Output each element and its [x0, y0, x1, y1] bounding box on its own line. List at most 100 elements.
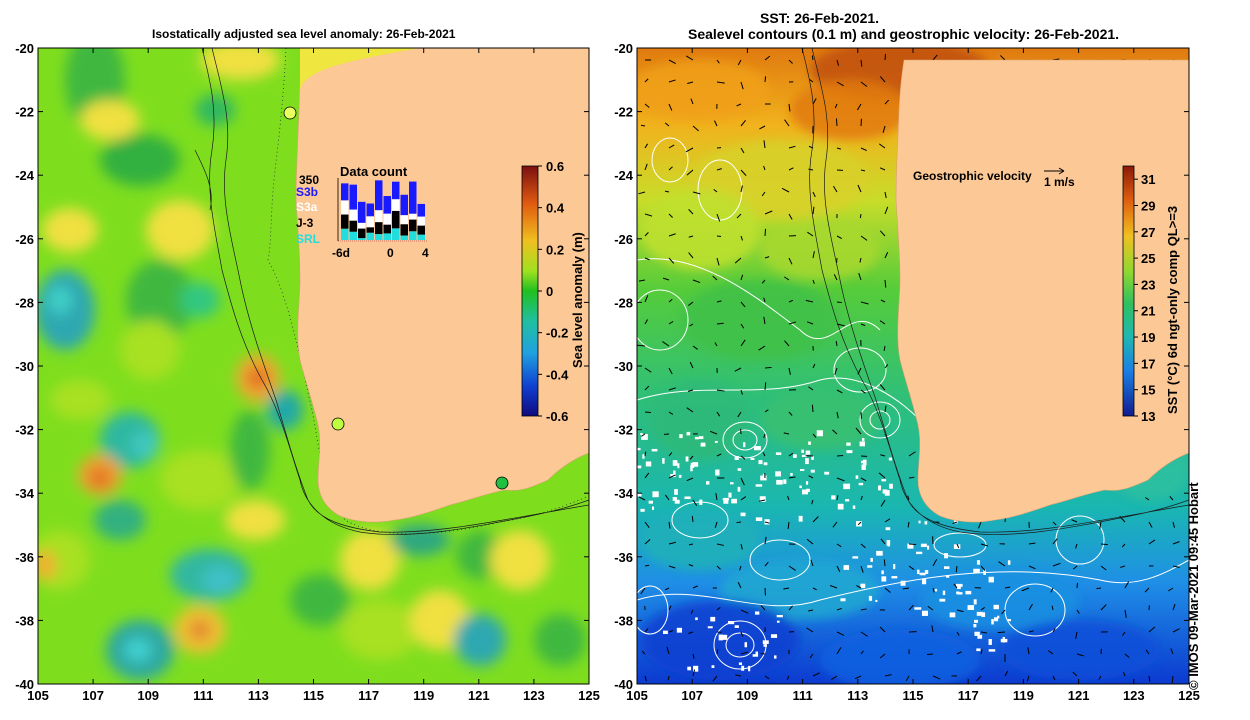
tide-gauge-marker[interactable]	[331, 417, 345, 431]
velocity-arrow	[716, 59, 720, 64]
sst-colorbar: 31 29 27 25 23 21 19 17 15 13 SST (°C) 6d ngt-onl…	[1122, 165, 1180, 424]
velocity-arrow	[714, 521, 718, 528]
sst-patch	[640, 510, 760, 570]
velocity-arrow	[668, 79, 676, 83]
velocity-arrow	[668, 166, 673, 171]
cloud-pixel	[645, 461, 652, 467]
velocity-arrow	[668, 233, 676, 237]
velocity-arrow	[1124, 581, 1130, 589]
sla-anomaly-patch	[202, 566, 238, 594]
cloud-pixel	[752, 654, 759, 657]
y-tick-label: -40	[614, 677, 633, 692]
y-tick-label: -32	[614, 423, 633, 438]
sla-colorbar-ticks: 0.6 0.4 0.2 0 -0.2 -0.4 -0.6	[538, 159, 569, 424]
x-tick-label: 113	[847, 688, 868, 703]
data-count-bar-segment	[349, 231, 357, 240]
cloud-pixel	[852, 505, 856, 509]
inset-xtick: 0	[387, 246, 394, 260]
velocity-arrow	[740, 147, 745, 154]
y-tick-label: -34	[15, 486, 35, 501]
cloud-pixel	[867, 565, 873, 568]
sla-anomaly-patch	[454, 614, 506, 666]
velocity-arrow	[812, 191, 816, 198]
velocity-arrow	[860, 235, 868, 241]
velocity-arrow	[859, 213, 862, 219]
y-tick-label: -26	[15, 232, 34, 247]
data-count-bar-segment	[400, 224, 408, 236]
velocity-arrow	[688, 252, 694, 259]
velocity-arrow	[884, 53, 887, 61]
velocity-arrow	[668, 213, 673, 218]
cloud-pixel	[943, 566, 950, 569]
velocity-arrow	[688, 209, 694, 215]
velocity-arrow	[644, 295, 649, 303]
cloud-pixel	[715, 469, 720, 476]
velocity-arrow	[758, 499, 766, 502]
sea-level-anomaly-map	[38, 48, 589, 684]
velocity-arrow	[740, 235, 743, 241]
left-map-title: Isostatically adjusted sea level anomaly…	[152, 27, 456, 41]
velocity-arrow	[1148, 521, 1153, 528]
velocity-arrow	[808, 386, 814, 391]
cloud-pixel	[881, 479, 887, 482]
velocity-arrow	[762, 452, 766, 457]
velocity-arrow	[860, 301, 869, 305]
velocity-arrow	[668, 411, 674, 415]
data-count-bar-segment	[375, 234, 383, 240]
x-tick-label: 121	[1068, 688, 1090, 703]
velocity-arrow	[836, 495, 839, 501]
cloud-pixel	[811, 456, 814, 460]
colorbar-tick-label: -0.6	[546, 409, 568, 424]
cloud-pixel	[876, 550, 883, 556]
inset-xtick: 4	[422, 246, 429, 260]
coastline-left	[295, 48, 589, 523]
velocity-arrow	[860, 608, 867, 611]
data-count-bar-segment	[392, 199, 400, 211]
cloud-pixel	[967, 605, 975, 610]
velocity-arrow	[764, 210, 773, 215]
velocity-arrow	[1100, 565, 1107, 571]
y-tick-label: -40	[15, 677, 34, 692]
tide-gauge-marker[interactable]	[283, 106, 297, 120]
velocity-arrow	[810, 559, 814, 567]
inset-max-label: 350	[299, 173, 319, 187]
data-count-bar-segment	[392, 228, 400, 240]
tide-gauge-marker[interactable]	[495, 476, 509, 490]
velocity-arrow	[956, 543, 960, 549]
velocity-arrow	[637, 344, 646, 347]
velocity-arrow	[884, 191, 887, 199]
colorbar-tick-label: 15	[1141, 383, 1155, 398]
sla-anomaly-patch	[340, 530, 400, 590]
velocity-arrow	[1021, 587, 1030, 592]
velocity-arrow	[884, 99, 890, 105]
x-tick-label: 107	[82, 688, 104, 703]
cloud-pixel	[711, 665, 715, 668]
cloud-pixel	[730, 482, 734, 485]
velocity-arrow	[855, 427, 862, 435]
cloud-pixel	[676, 627, 683, 633]
velocity-arrow	[644, 385, 650, 391]
cloud-pixel	[846, 450, 853, 454]
cloud-pixel	[740, 512, 746, 517]
cloud-pixel	[886, 539, 891, 546]
velocity-arrow	[980, 631, 987, 634]
velocity-arrow	[714, 342, 718, 347]
cloud-pixel	[949, 612, 956, 618]
velocity-arrow	[740, 543, 743, 550]
velocity-arrow	[1148, 675, 1151, 682]
cloud-pixel	[840, 598, 846, 602]
velocity-arrow	[689, 455, 694, 460]
velocity-arrow	[668, 320, 674, 325]
velocity-arrow	[806, 321, 814, 325]
velocity-arrow	[788, 59, 793, 64]
cloud-pixel	[723, 497, 729, 504]
velocity-arrow	[734, 367, 742, 372]
velocity-arrow	[884, 206, 889, 215]
velocity-arrow	[740, 631, 744, 637]
velocity-arrow	[1076, 609, 1080, 614]
sst-map	[637, 48, 1189, 684]
velocity-arrow	[788, 257, 793, 265]
cloud-pixel	[651, 448, 658, 452]
velocity-arrow	[788, 411, 793, 416]
cloud-pixel	[686, 431, 691, 436]
